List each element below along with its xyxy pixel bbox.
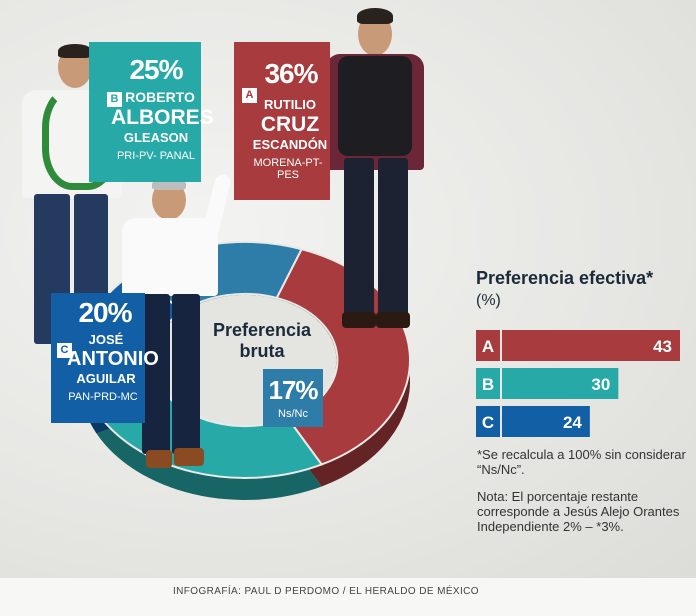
donut-title: Preferencia bruta	[212, 320, 312, 361]
candidate-a-name-3: ESCANDÓN	[252, 136, 328, 152]
candidate-a-photo	[322, 8, 432, 330]
bar-category-b: B	[482, 375, 494, 394]
candidate-c-party: PAN-PRD-MC	[68, 391, 138, 404]
candidate-b-letter: B	[107, 92, 122, 107]
candidate-b-name-1: ROBERTO	[125, 89, 195, 105]
bar-category-c: C	[482, 413, 494, 432]
candidate-c-name-1: JOSÉ	[88, 332, 124, 347]
bar-a	[502, 330, 680, 361]
candidate-c-letter: C	[57, 343, 72, 358]
candidate-c-name-3: AGUILAR	[76, 370, 136, 386]
candidate-c-card: 20% C JOSÉ ANTONIO AGUILAR PAN-PRD-MC	[51, 293, 159, 423]
bar-chart: A 43 B 30 C 24	[476, 330, 680, 437]
candidate-a-card: 36% A RUTILIO CRUZ ESCANDÓN MORENA-PT-PE…	[234, 42, 330, 200]
bar-category-a: A	[482, 337, 494, 356]
candidate-c-photo	[120, 172, 242, 472]
candidate-b-card: 25% B ROBERTO ALBORES GLEASON PRI-PV- PA…	[89, 42, 214, 182]
bar-label-box-c	[476, 406, 500, 437]
nsnc-percentage: 17%	[268, 375, 318, 405]
candidate-a-party: MORENA-PT-PES	[253, 157, 323, 182]
candidate-a-name-2: CRUZ	[260, 112, 320, 136]
candidate-c-name-2: ANTONIO	[67, 347, 159, 370]
recalc-note: *Se recalcula a 100% sin considerar “Ns/…	[477, 447, 686, 477]
candidate-b-party: PRI-PV- PANAL	[116, 150, 196, 163]
bar-value-b: 30	[591, 375, 610, 394]
footer: INFOGRAFÍA: PAUL D PERDOMO / EL HERALDO …	[0, 578, 696, 616]
remainder-note: Nota: El porcentaje restante corresponde…	[477, 489, 680, 534]
bar-value-c: 24	[563, 413, 582, 432]
candidate-a-percentage: 36%	[264, 58, 318, 89]
nsnc-card: 17% Ns/Nc	[263, 369, 323, 427]
bar-chart-title: Preferencia efectiva*	[476, 268, 654, 288]
candidate-b-name-3: GLEASON	[123, 129, 189, 145]
candidate-a-name-1: RUTILIO	[264, 97, 316, 112]
bar-b	[502, 368, 619, 399]
candidate-b-name-2: ALBORES	[111, 105, 214, 129]
credit-line: INFOGRAFÍA: PAUL D PERDOMO / EL HERALDO …	[173, 586, 479, 597]
bar-chart-subtitle: (%)	[476, 292, 501, 309]
bar-value-a: 43	[653, 337, 672, 356]
candidate-c-percentage: 20%	[78, 297, 132, 328]
bar-label-box-b	[476, 368, 500, 399]
bar-label-box-a	[476, 330, 500, 361]
candidate-a-letter: A	[242, 88, 257, 103]
bar-c	[502, 406, 590, 437]
nsnc-label: Ns/Nc	[278, 408, 308, 420]
candidate-b-percentage: 25%	[129, 54, 183, 85]
